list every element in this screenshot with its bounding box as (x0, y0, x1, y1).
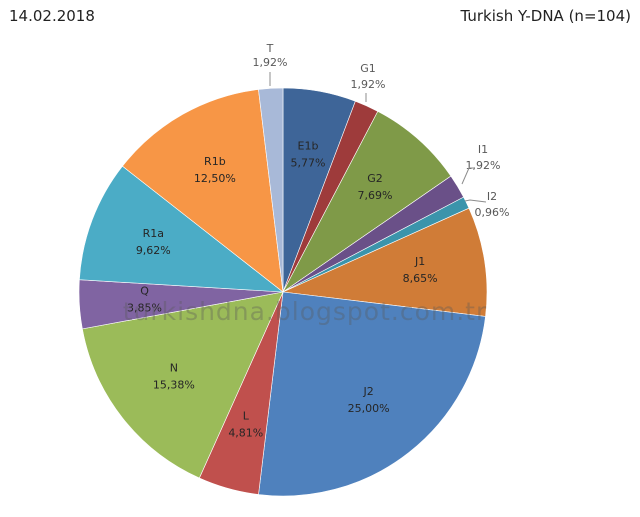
slice-value-j1: 8,65% (403, 272, 438, 285)
slice-label-j2: J2 (362, 385, 373, 398)
slice-label-e1b: E1b (298, 140, 319, 153)
pie-slice-t (258, 87, 284, 293)
leader-line-i2 (464, 199, 487, 203)
pie-slice-r1b (122, 89, 284, 293)
slice-label-n: N (170, 362, 178, 375)
pie-slice-j1 (281, 207, 488, 317)
slice-label-j1: J1 (414, 255, 425, 268)
slice-label-g2: G2 (367, 172, 383, 185)
slice-value-g1: 1,92% (351, 78, 386, 91)
slice-value-l: 4,81% (228, 427, 263, 440)
watermark-text: turkishdna.blogspot.com.tr (123, 297, 488, 326)
slice-label-l: L (243, 410, 250, 423)
pie-slice-g2 (282, 110, 452, 293)
slice-value-i2: 0,96% (475, 206, 510, 219)
slice-label-r1b: R1b (204, 155, 226, 168)
chart-title: Turkish Y-DNA (n=104) (460, 7, 631, 25)
slice-label-t: T (266, 42, 274, 55)
pie-slice-j2 (258, 291, 486, 497)
slice-value-n: 15,38% (153, 379, 195, 392)
leader-line-i1 (461, 167, 475, 185)
slice-value-i1: 1,92% (466, 159, 501, 172)
slice-label-q: Q (140, 284, 149, 297)
slice-label-i1: I1 (478, 143, 488, 156)
slice-label-g1: G1 (360, 62, 376, 75)
slice-value-t: 1,92% (253, 56, 288, 69)
slice-label-i2: I2 (487, 190, 497, 203)
slice-value-j2: 25,00% (348, 402, 390, 415)
slice-value-e1b: 5,77% (291, 157, 326, 170)
slice-value-r1a: 9,62% (136, 244, 171, 257)
pie-slice-r1a (79, 165, 284, 293)
slice-value-q: 3,85% (127, 301, 162, 314)
chart-date: 14.02.2018 (9, 7, 95, 25)
pie-slice-n (82, 291, 284, 479)
slice-value-r1b: 12,50% (194, 172, 236, 185)
slice-value-g2: 7,69% (357, 189, 392, 202)
slice-label-r1a: R1a (143, 227, 164, 240)
